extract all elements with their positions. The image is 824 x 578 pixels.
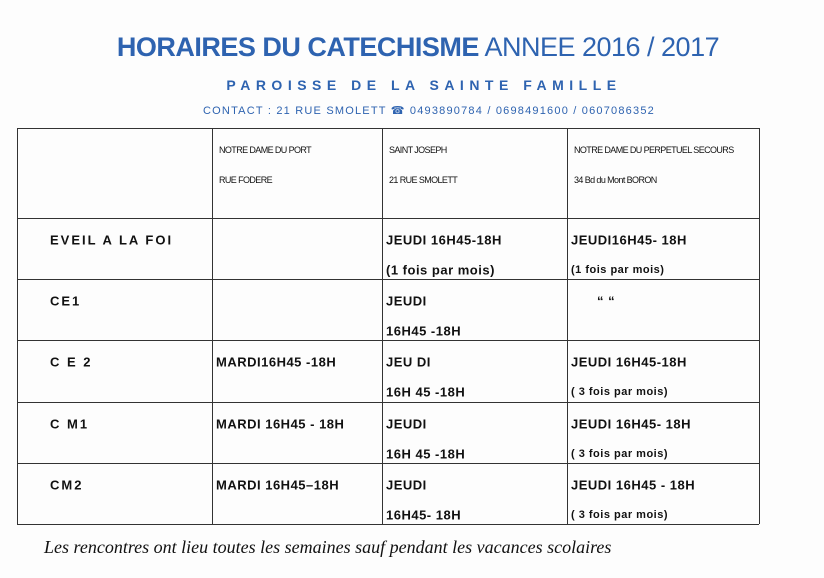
cell-text: JEUDI 16H45- 18H bbox=[571, 416, 691, 432]
cell-text: MARDI16H45 -18H bbox=[216, 354, 337, 370]
column-header: 34 Bd du Mont BORON bbox=[574, 175, 657, 185]
cell-text: ( 3 fois par mois) bbox=[571, 386, 669, 399]
contact: CONTACT : 21 RUE SMOLETT ☎ 0493890784 / … bbox=[203, 105, 655, 117]
cell-text: JEUDI bbox=[386, 416, 427, 432]
cell-text: 16H 45 -18H bbox=[386, 446, 466, 462]
cell-text: MARDI 16H45–18H bbox=[216, 477, 340, 493]
column-header: 21 RUE SMOLETT bbox=[389, 175, 458, 185]
cell-text: JEUDI 16H45-18H bbox=[386, 232, 502, 248]
row-label: C M1 bbox=[50, 416, 90, 432]
cell-text: ( 3 fois par mois) bbox=[571, 447, 669, 460]
title-bold: HORAIRES DU CATECHISME bbox=[116, 32, 480, 62]
row-label: C E 2 bbox=[50, 354, 93, 370]
subtitle: PAROISSE DE LA SAINTE FAMILLE bbox=[226, 77, 622, 93]
row-line bbox=[17, 128, 759, 129]
column-line bbox=[759, 128, 760, 524]
cell-text: (1 fois par mois) bbox=[571, 264, 665, 276]
cell-text: MARDI 16H45 - 18H bbox=[216, 416, 345, 432]
column-header: SAINT JOSEPH bbox=[389, 145, 447, 155]
cell-text: 16H 45 -18H bbox=[386, 384, 466, 400]
row-line bbox=[17, 524, 759, 525]
column-line bbox=[17, 128, 18, 524]
row-label: CM2 bbox=[50, 477, 84, 493]
column-line bbox=[212, 128, 213, 524]
column-header: NOTRE DAME DU PERPETUEL SECOURS bbox=[574, 145, 734, 155]
cell-text: 16H45- 18H bbox=[386, 507, 462, 523]
cell-text: (1 fois par mois) bbox=[386, 262, 495, 278]
cell-text: JEUDI 16H45 - 18H bbox=[571, 477, 696, 493]
title: HORAIRES DU CATECHISME ANNEE 2016 / 2017 bbox=[0, 32, 824, 63]
row-label: EVEIL A LA FOI bbox=[50, 232, 174, 248]
row-line bbox=[17, 218, 759, 219]
cell-text: ( 3 fois par mois) bbox=[571, 508, 669, 521]
row-line bbox=[17, 401, 759, 403]
column-line bbox=[567, 128, 568, 524]
column-line bbox=[382, 128, 383, 524]
row-label: CE1 bbox=[50, 293, 82, 309]
cell-text: JEUDI bbox=[386, 293, 427, 309]
row-line bbox=[17, 340, 759, 342]
column-header: NOTRE DAME DU PORT bbox=[219, 145, 312, 155]
cell-text: JEUDI bbox=[386, 477, 427, 493]
cell-text: “ “ bbox=[597, 293, 616, 309]
row-line bbox=[17, 279, 759, 281]
row-line bbox=[17, 462, 759, 464]
cell-text: JEUDI 16H45-18H bbox=[571, 354, 687, 370]
title-year: ANNEE 2016 / 2017 bbox=[484, 32, 720, 62]
cell-text: JEUDI16H45- 18H bbox=[571, 232, 687, 248]
column-header: RUE FODERE bbox=[219, 175, 273, 185]
cell-text: 16H45 -18H bbox=[386, 323, 462, 339]
cell-text: JEU DI bbox=[386, 354, 431, 370]
footer-note: Les rencontres ont lieu toutes les semai… bbox=[44, 537, 612, 557]
